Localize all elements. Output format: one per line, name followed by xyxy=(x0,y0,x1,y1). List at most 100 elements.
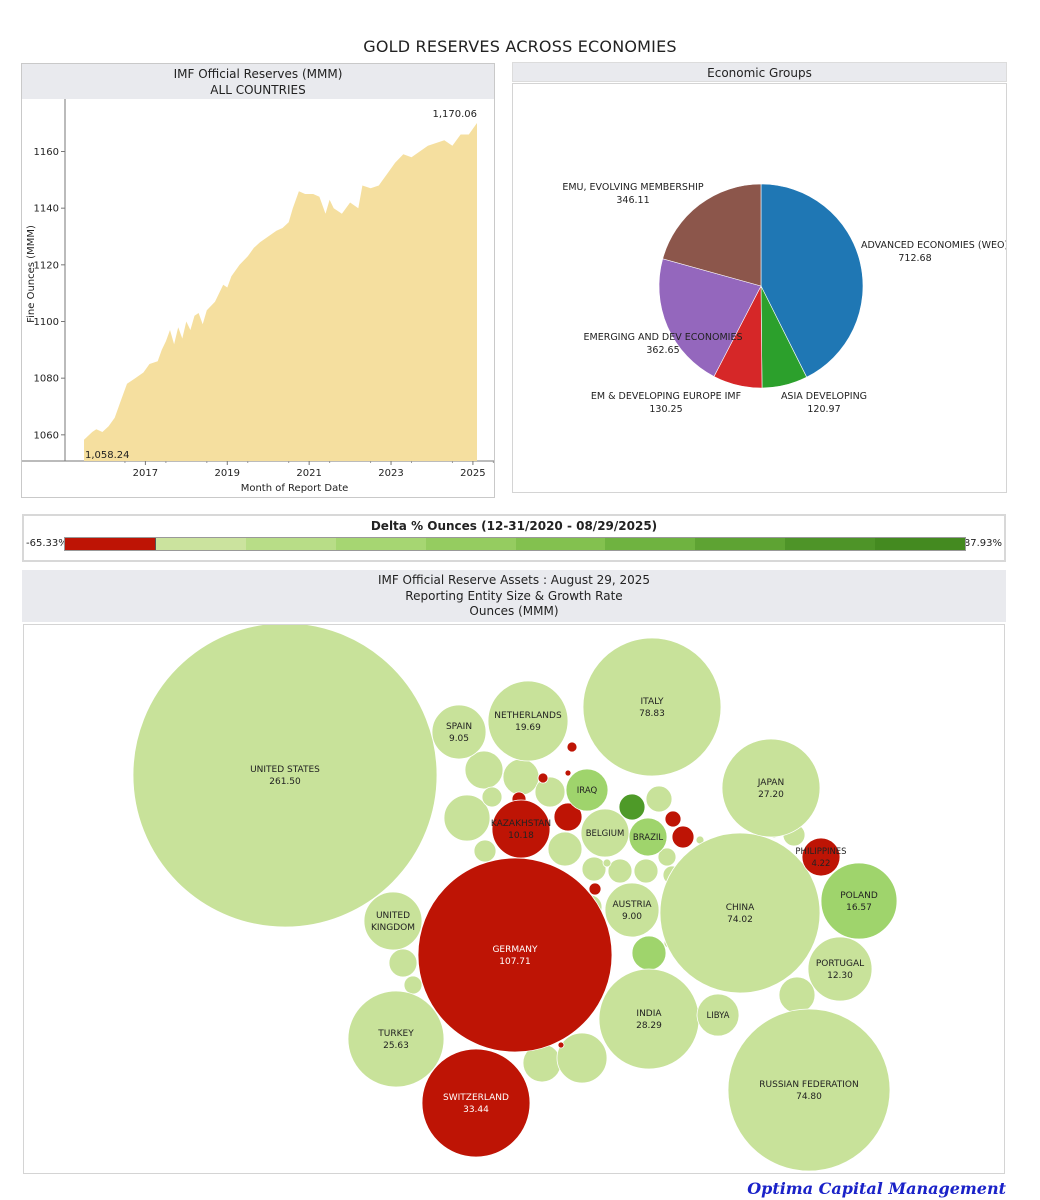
page-title: GOLD RESERVES ACROSS ECONOMIES xyxy=(363,37,677,56)
bubble-unlabeled xyxy=(481,786,503,808)
y-tick-label: 1120 xyxy=(34,260,59,271)
bubble-unlabeled xyxy=(388,948,418,978)
y-tick-label: 1080 xyxy=(34,374,59,385)
bubble-label: IRAQ xyxy=(577,786,598,796)
bubble-chart-subtitle: Reporting Entity Size & Growth Rate xyxy=(405,588,623,603)
bubble-unlabeled xyxy=(633,858,659,884)
bubble-unlabeled xyxy=(464,750,504,790)
brand-signature: Optima Capital Management xyxy=(747,1179,1006,1198)
pie-label: ADVANCED ECONOMIES (WEO) xyxy=(861,240,1007,251)
bubble-unlabeled xyxy=(403,975,423,995)
x-tick-label: 2023 xyxy=(378,468,403,479)
pie-label: EM & DEVELOPING EUROPE IMF xyxy=(591,391,741,402)
legend-gradient-bar xyxy=(64,537,966,551)
bubble xyxy=(801,837,841,877)
bubble-value-label: 25.63 xyxy=(383,1041,409,1051)
legend-color-step xyxy=(245,538,336,550)
legend-color-step xyxy=(335,538,426,550)
bubble-label: NETHERLANDS xyxy=(494,711,562,721)
pie-chart-panel: Economic Groups ADVANCED ECONOMIES (WEO)… xyxy=(512,62,1007,493)
legend-color-step xyxy=(695,538,786,550)
bubble-value-label: 12.30 xyxy=(827,971,853,981)
bubble-label: BELGIUM xyxy=(586,829,625,839)
legend-min-label: -65.33% xyxy=(26,538,68,549)
bubble-value-label: 78.83 xyxy=(639,709,665,719)
legend-color-step xyxy=(425,538,516,550)
bubble-unlabeled xyxy=(602,858,612,868)
bubble-value-label: 9.05 xyxy=(449,734,469,744)
bubble-label: CHINA xyxy=(726,903,755,913)
legend-color-step xyxy=(785,538,876,550)
y-tick-label: 1060 xyxy=(34,430,59,441)
bubble-label: UNITED xyxy=(376,911,410,921)
bubble-unlabeled xyxy=(645,785,673,813)
bubble-label: KINGDOM xyxy=(371,923,415,933)
bubble-label: SPAIN xyxy=(446,722,472,732)
bubble-label: UNITED STATES xyxy=(250,765,320,775)
bubble xyxy=(565,768,609,812)
bubble-value-label: 107.71 xyxy=(499,957,531,967)
bubble-value-label: 28.29 xyxy=(636,1021,662,1031)
y-tick-label: 1100 xyxy=(34,317,59,328)
bubble-label: JAPAN xyxy=(757,778,784,788)
bubble-label: BRAZIL xyxy=(633,833,664,843)
bubble-label: TURKEY xyxy=(377,1029,414,1039)
bubble-value-label: 261.50 xyxy=(269,777,301,787)
bubble-chart: UNITED STATES 261.50 GERMANY 107.71 ITALY 78.… xyxy=(23,624,1005,1174)
bubble xyxy=(347,990,445,1088)
bubble-unlabeled xyxy=(671,825,695,849)
bubble xyxy=(659,832,821,994)
bubble-value-label: 33.44 xyxy=(463,1105,489,1115)
legend-color-step xyxy=(875,538,966,550)
bubble xyxy=(363,891,423,951)
bubble-label: RUSSIAN FEDERATION xyxy=(759,1080,858,1090)
bubble-label: PHILIPPINES xyxy=(795,847,846,857)
bubble-unlabeled xyxy=(547,831,583,867)
bubble-chart-header: IMF Official Reserve Assets : August 29,… xyxy=(22,570,1006,622)
bubble-unlabeled xyxy=(537,772,549,784)
bubble-label: AUSTRIA xyxy=(612,900,652,910)
bubble-unlabeled xyxy=(588,882,602,896)
bubble-unlabeled xyxy=(556,1032,608,1084)
bubble xyxy=(421,1048,531,1158)
bubble-unlabeled xyxy=(581,856,607,882)
bubble-label: POLAND xyxy=(840,891,878,901)
x-tick-label: 2019 xyxy=(215,468,240,479)
pie-slice-advanced xyxy=(760,183,864,378)
bubble-label: INDIA xyxy=(636,1009,662,1019)
bubble-chart-unit: Ounces (MMM) xyxy=(469,604,559,618)
area-chart-panel: IMF Official Reserves (MMM) ALL COUNTRIE… xyxy=(21,63,495,498)
bubble-value-label: 74.80 xyxy=(796,1092,822,1102)
bubble-unlabeled xyxy=(631,935,667,971)
bubble-unlabeled xyxy=(618,793,646,821)
bubble-value-label: 27.20 xyxy=(758,790,784,800)
legend-color-step xyxy=(515,538,606,550)
bubble-label: LIBYA xyxy=(707,1011,730,1021)
bubble-value-label: 19.69 xyxy=(515,723,541,733)
bubble-unlabeled xyxy=(502,758,540,796)
pie-label: ASIA DEVELOPING xyxy=(781,391,867,402)
bubble xyxy=(487,680,569,762)
pie-value-label: 362.65 xyxy=(646,345,679,356)
bubble-unlabeled xyxy=(664,810,682,828)
bubble-value-label: 10.18 xyxy=(508,831,534,841)
bubble-label: KAZAKHSTAN xyxy=(491,819,551,829)
y-axis-title: Fine Ounces (MMM) xyxy=(26,225,37,323)
bubble-value-label: 16.57 xyxy=(846,903,872,913)
bubble-unlabeled xyxy=(657,847,677,867)
bubble-unlabeled xyxy=(473,839,497,863)
bubble xyxy=(696,993,740,1037)
bubble xyxy=(807,936,873,1002)
bubble-chart-title: IMF Official Reserve Assets : August 29,… xyxy=(377,573,651,587)
area-series xyxy=(84,123,477,461)
x-tick-label: 2021 xyxy=(296,468,321,479)
x-tick-label: 2017 xyxy=(133,468,158,479)
bubble-unlabeled xyxy=(778,976,816,1014)
bubble-unlabeled xyxy=(566,741,578,753)
legend-color-step xyxy=(65,538,156,550)
bubble xyxy=(132,625,438,928)
y-tick-label: 1140 xyxy=(34,204,59,215)
pie-value-label: 130.25 xyxy=(649,404,682,415)
bubble-value-label: 9.00 xyxy=(622,912,642,922)
end-value-label: 1,170.06 xyxy=(432,109,477,120)
